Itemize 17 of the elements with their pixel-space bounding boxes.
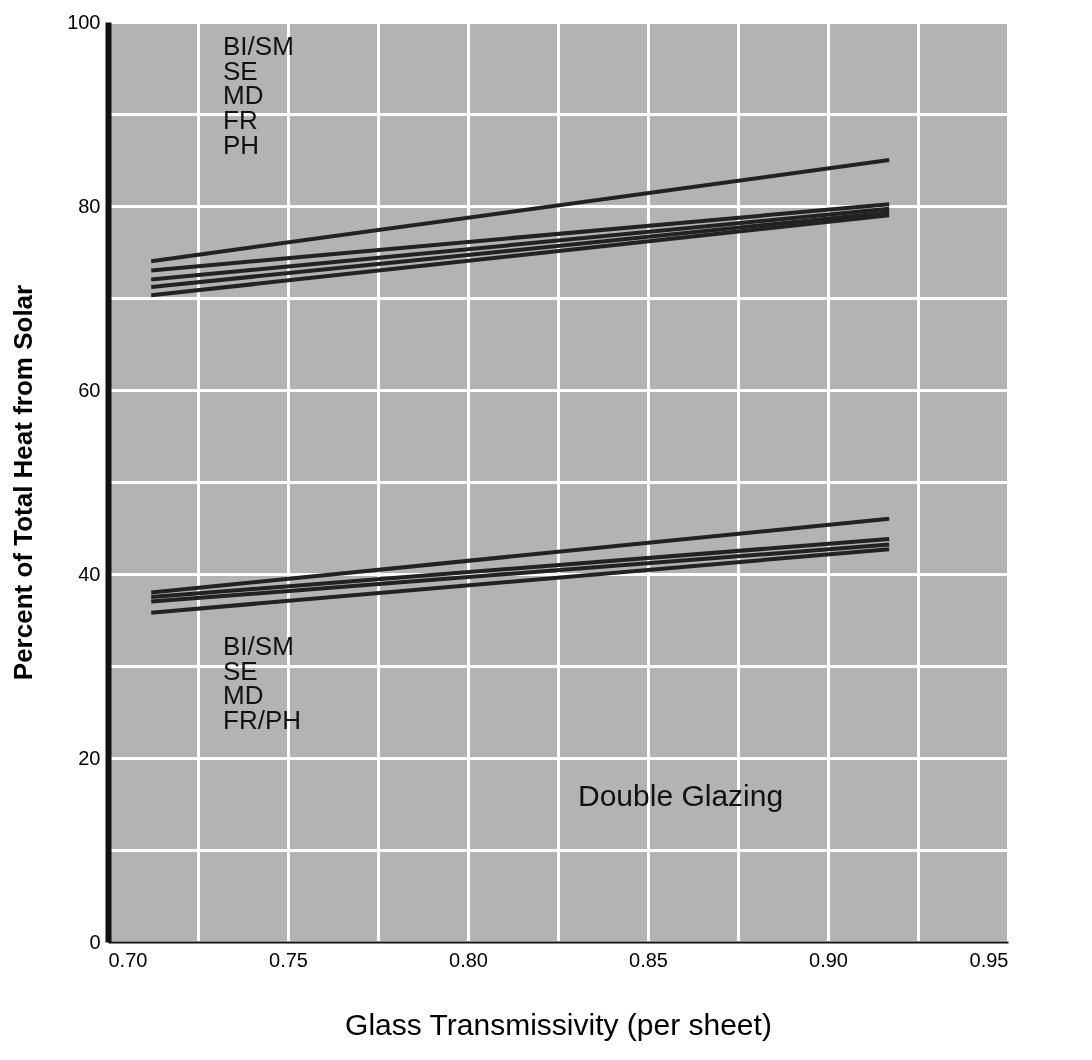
y-tick-label: 0 — [89, 930, 101, 953]
x-tick-label: 0.90 — [809, 948, 848, 971]
y-tick-label: 60 — [78, 378, 101, 401]
annotation: BI/SM SE MD FR PH — [223, 31, 294, 160]
x-axis-title: Glass Transmissivity (per sheet) — [345, 1007, 772, 1041]
y-tick-label: 100 — [67, 10, 101, 33]
y-tick-label: 40 — [78, 562, 101, 585]
annotation: Double Glazing — [578, 779, 784, 812]
annotation: BI/SM SE MD FR/PH — [223, 631, 301, 736]
y-tick-label: 20 — [78, 746, 101, 769]
x-tick-label: 0.95 — [969, 948, 1009, 971]
x-tick-label: 0.80 — [449, 948, 488, 971]
x-tick-label: 0.75 — [269, 948, 308, 971]
x-tick-label: 0.85 — [629, 948, 668, 971]
y-tick-label: 80 — [78, 194, 101, 217]
y-axis-title: Percent of Total Heat from Solar — [8, 284, 39, 681]
x-tick-label: 0.70 — [108, 948, 148, 971]
